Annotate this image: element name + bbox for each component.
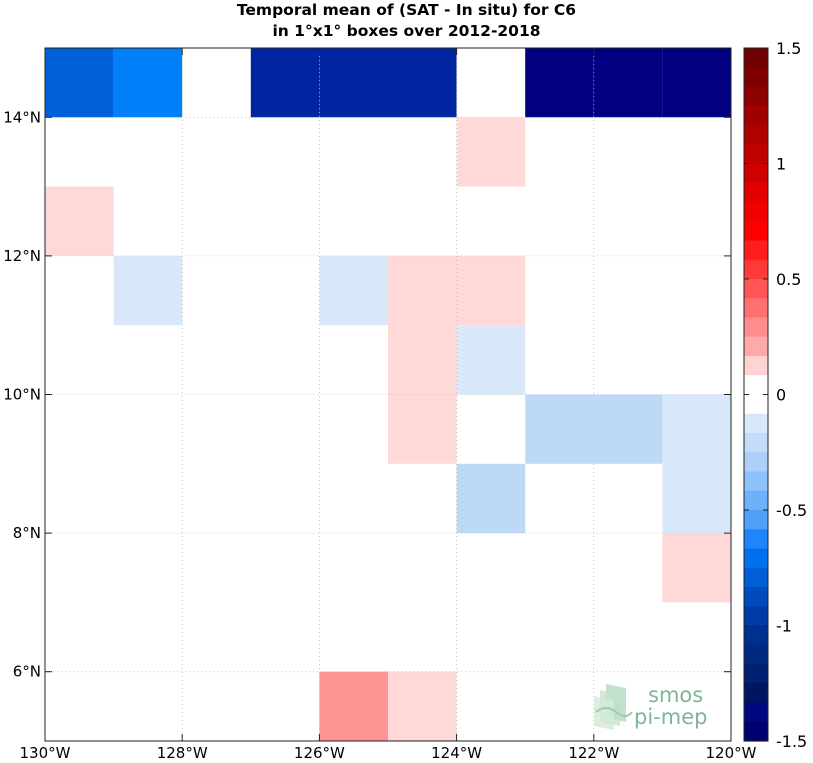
colorbar-segment [744,721,768,742]
colorbar-segment [744,240,768,261]
x-tick-label: 126°W [294,744,345,762]
chart-title: Temporal mean of (SAT - In situ) for C6 … [0,0,813,42]
heatmap-cell [113,255,183,326]
axes: 130°W 128°W 126°W 124°W 122°W 120°W 6°N 8°N 10°N… [3,47,757,762]
colorbar-tick-label: 1.5 [776,39,801,58]
x-tick-label: 124°W [431,744,482,762]
colorbar-segment [744,529,768,550]
heatmap-cell [593,48,663,118]
heatmap-cells [45,48,731,741]
colorbar-segment [744,394,768,415]
heatmap-cell [45,186,114,256]
colorbar-segment [744,683,768,704]
logo-text-smos: smos [648,683,703,707]
colorbar-segment [744,567,768,588]
heatmap-cell [113,48,183,118]
colorbar-segment [744,317,768,338]
heatmap-cell [388,325,457,395]
heatmap-cell [662,48,731,118]
colorbar-segment [744,548,768,569]
logo-mark-icon [594,684,633,730]
colorbar-tick-label: -0.5 [776,501,807,520]
colorbar-segment [744,336,768,357]
colorbar-segment [744,298,768,319]
colorbar-segment [744,105,768,126]
colorbar: 1.5 1 0.5 0 -0.5 -1 -1.5 [743,39,807,751]
heatmap-cell [319,671,388,741]
y-tick-label: 8°N [13,524,41,542]
colorbar-segment [744,163,768,184]
heatmap-cell [456,255,526,326]
heatmap-cell [456,463,526,534]
heatmap-cell [319,255,388,326]
colorbar-segment [744,433,768,453]
colorbar-segment [744,182,768,203]
heatmap-cell [319,48,388,118]
colorbar-segment [744,664,768,684]
colorbar-segment [744,125,768,145]
colorbar-segment [744,510,768,530]
heatmap-cell [456,117,526,187]
heatmap-cell [525,394,594,464]
colorbar-tick-label: -1 [776,617,792,636]
x-tick-label: 128°W [157,744,208,762]
colorbar-segment [744,452,768,473]
colorbar-segment [744,471,768,492]
x-tick-label: 130°W [20,744,71,762]
logo-text-pi-mep: pi-mep [634,705,707,729]
colorbar-segment [744,606,768,627]
colorbar-segment [744,221,768,242]
smos-pi-mep-logo: smos pi-mep [594,683,707,730]
colorbar-tick-label: 0 [776,386,786,405]
chart-title-line-2: in 1°x1° boxes over 2012-2018 [272,22,541,40]
heatmap-cell [525,48,594,118]
colorbar-segment [744,67,768,88]
colorbar-segment [744,144,768,165]
colorbar-segment [744,625,768,646]
x-tick-label: 120°W [706,744,757,762]
heatmap-cell [388,255,457,326]
heatmap-cell [388,671,457,741]
colorbar-segment [744,375,768,396]
heatmap-cell [456,325,526,395]
colorbar-segment [744,259,768,280]
x-tick-label: 122°W [568,744,619,762]
colorbar-segment [744,356,768,376]
colorbar-segment [744,644,768,665]
colorbar-segment [744,702,768,723]
colorbar-segment [744,86,768,107]
heatmap-cell [388,394,457,464]
heatmap-cell [250,48,320,118]
heatmap-cell [662,463,731,534]
y-tick-label: 14°N [3,108,41,126]
colorbar-segment [744,490,768,511]
chart-title-line-1: Temporal mean of (SAT - In situ) for C6 [236,1,577,19]
colorbar-segment [744,413,768,434]
heatmap-cell [45,48,114,118]
colorbar-tick-label: 0.5 [776,270,801,289]
heatmap-cell [662,394,731,464]
colorbar-segment [744,279,768,299]
heatmap-cell [593,394,663,464]
colorbar-segment [744,587,768,607]
y-tick-label: 10°N [3,386,41,404]
colorbar-segment [744,202,768,222]
y-tick-label: 12°N [3,247,41,265]
colorbar-segment [744,48,768,68]
colorbar-tick-label: -1.5 [776,732,807,751]
y-tick-label: 6°N [13,663,41,681]
heatmap-cell [388,48,457,118]
colorbar-tick-label: 1 [776,155,786,174]
heatmap-cell [662,533,731,603]
